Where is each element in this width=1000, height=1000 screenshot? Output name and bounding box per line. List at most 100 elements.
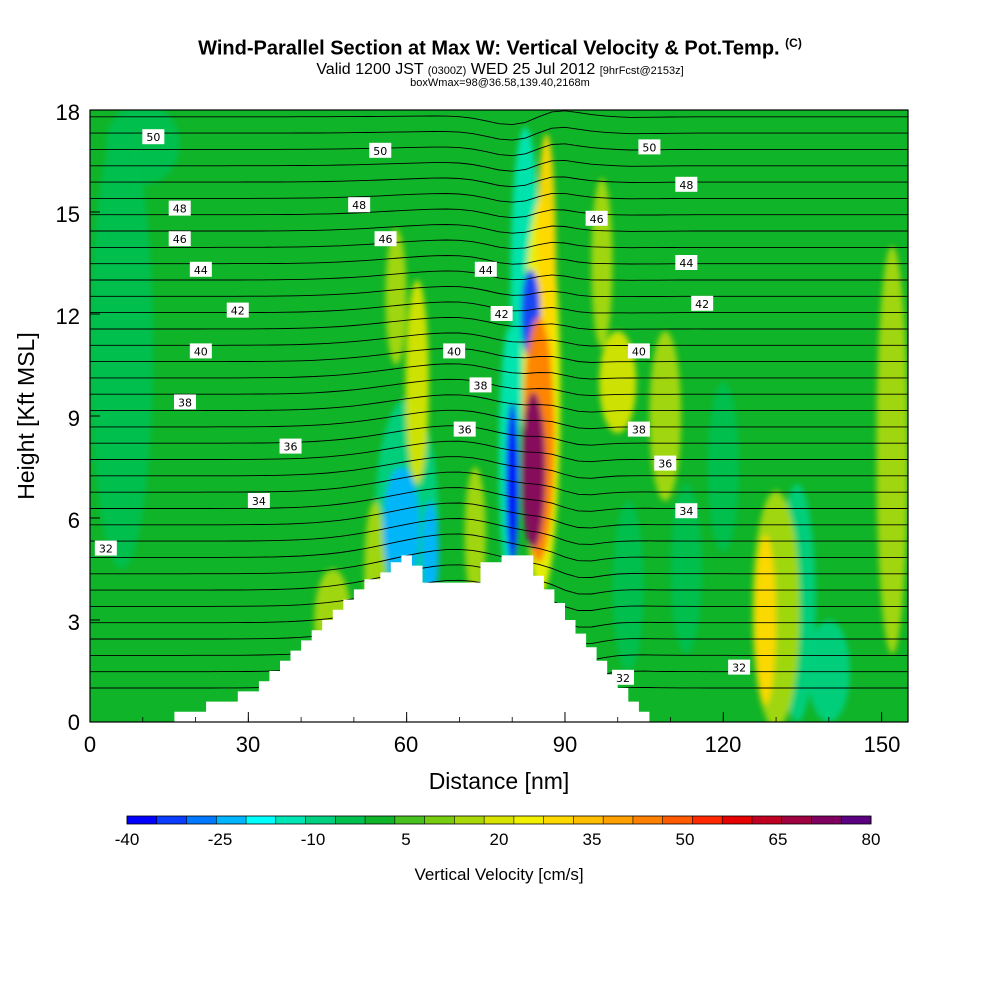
- w-cell: [707, 382, 740, 552]
- colorbar-swatch: [275, 816, 307, 824]
- colorbar-tick-label: 35: [583, 830, 602, 849]
- theta-label: 40: [189, 343, 212, 359]
- theta-line: [90, 502, 908, 529]
- colorbar-swatch: [186, 816, 217, 824]
- theta-label: 38: [173, 394, 196, 410]
- chart-title: Wind-Parallel Section at Max W: Vertical…: [0, 36, 1000, 61]
- colorbar-title: Vertical Velocity [cm/s]: [414, 865, 583, 884]
- theta-label-text: 44: [194, 264, 208, 277]
- theta-label: 32: [94, 540, 117, 556]
- theta-label-box: [675, 255, 698, 270]
- theta-label: 38: [627, 421, 650, 437]
- theta-label: 50: [369, 142, 392, 158]
- copyright-mark: (C): [785, 36, 802, 50]
- theta-label-box: [675, 503, 698, 519]
- theta-label: 34: [675, 503, 698, 519]
- x-tick-label: 60: [394, 732, 418, 757]
- colorbar-swatch: [394, 816, 426, 824]
- chart-title-text: Wind-Parallel Section at Max W: Vertical…: [198, 37, 780, 60]
- theta-line: [90, 270, 908, 281]
- theta-label-box: [627, 421, 650, 437]
- theta-label-box: [627, 343, 650, 359]
- theta-label: 34: [247, 493, 270, 508]
- colorbar-swatch: [246, 816, 277, 824]
- theta-label-text: 36: [658, 458, 672, 471]
- y-tick-label: 15: [56, 202, 80, 227]
- theta-label-box: [691, 295, 714, 311]
- colorbar-tick-label: -25: [208, 830, 233, 849]
- theta-line: [90, 548, 908, 578]
- theta-line: [90, 347, 908, 363]
- x-tick-label: 120: [705, 732, 742, 757]
- theta-label: 48: [675, 176, 698, 192]
- colorbar-swatch: [603, 816, 634, 824]
- subtitle-valid: Valid 1200 JST: [316, 61, 424, 78]
- w-cell: [521, 392, 546, 549]
- colorbar: -40 -25 -10 5 20 35 50 65 80 Vertical Ve…: [115, 815, 880, 884]
- chart-subtitle-box-wmax: boxWmax=98@36.58,139.40,2168m: [410, 77, 590, 89]
- theta-line: [90, 378, 908, 397]
- theta-label: 42: [226, 302, 249, 318]
- theta-line: [90, 518, 908, 545]
- w-cell: [807, 620, 850, 722]
- colorbar-swatch: [811, 816, 842, 824]
- colorbar-swatch: [781, 816, 812, 824]
- colorbar-swatch: [484, 816, 515, 824]
- theta-label: 46: [374, 231, 397, 247]
- theta-label-box: [142, 129, 165, 145]
- y-tick-label: 0: [68, 710, 80, 735]
- theta-label-text: 46: [590, 213, 604, 226]
- theta-line: [90, 440, 908, 463]
- theta-label-text: 40: [194, 345, 208, 358]
- theta-line: [90, 239, 908, 250]
- theta-label-box: [453, 421, 476, 437]
- theta-label-box: [348, 197, 371, 213]
- w-cell: [670, 484, 703, 654]
- theta-label-text: 48: [173, 203, 187, 216]
- theta-label-box: [474, 261, 497, 277]
- theta-label-box: [675, 176, 698, 192]
- theta-label-text: 34: [252, 495, 266, 508]
- theta-label-box: [226, 302, 249, 318]
- theta-line: [90, 409, 908, 430]
- theta-line: [90, 208, 908, 219]
- w-cell: [505, 402, 519, 566]
- x-axis-label: Distance [nm]: [429, 768, 570, 794]
- y-tick-label: 18: [56, 100, 80, 125]
- colorbar-swatch: [365, 816, 396, 824]
- theta-label-text: 36: [458, 424, 472, 437]
- theta-label: 50: [142, 129, 165, 145]
- theta-line: [90, 533, 908, 562]
- theta-label-text: 40: [632, 345, 646, 358]
- theta-label-box: [247, 493, 270, 508]
- theta-label-box: [279, 438, 302, 454]
- potential-temperature-labels: 50 50 50 48 48 48 46 46 46 44 44 44 42 42 42 40 40 40 38 38…: [94, 129, 751, 685]
- x-tick-label: 90: [553, 732, 577, 757]
- theta-label: 32: [728, 659, 751, 675]
- theta-label: 32: [612, 669, 635, 685]
- theta-line: [90, 176, 908, 188]
- theta-label: 36: [279, 438, 302, 454]
- theta-label-text: 38: [178, 396, 192, 409]
- x-tick-label: 30: [236, 732, 260, 757]
- theta-label-box: [469, 377, 492, 393]
- theta-label: 42: [490, 306, 513, 321]
- theta-label: 36: [453, 421, 476, 437]
- theta-label-box: [728, 659, 751, 675]
- theta-line: [90, 192, 908, 203]
- theta-label-box: [189, 261, 212, 277]
- colorbar-swatch: [216, 816, 247, 824]
- theta-label-box: [638, 139, 661, 155]
- theta-label: 50: [638, 139, 661, 155]
- colorbar-tick-label: -10: [301, 830, 326, 849]
- theta-label-text: 44: [479, 264, 493, 277]
- theta-label-text: 42: [695, 298, 709, 311]
- x-axis: 0 30 60 90 120 150 Distance [nm]: [84, 732, 900, 794]
- colorbar-swatches: [126, 815, 872, 825]
- theta-line: [90, 363, 908, 380]
- plot-area: 50 50 50 48 48 48 46 46 46 44 44 44 42 42 42 40 40 40 38 38…: [90, 110, 908, 722]
- theta-label-box: [374, 231, 397, 247]
- w-cell: [90, 127, 154, 569]
- colorbar-swatch: [573, 816, 604, 824]
